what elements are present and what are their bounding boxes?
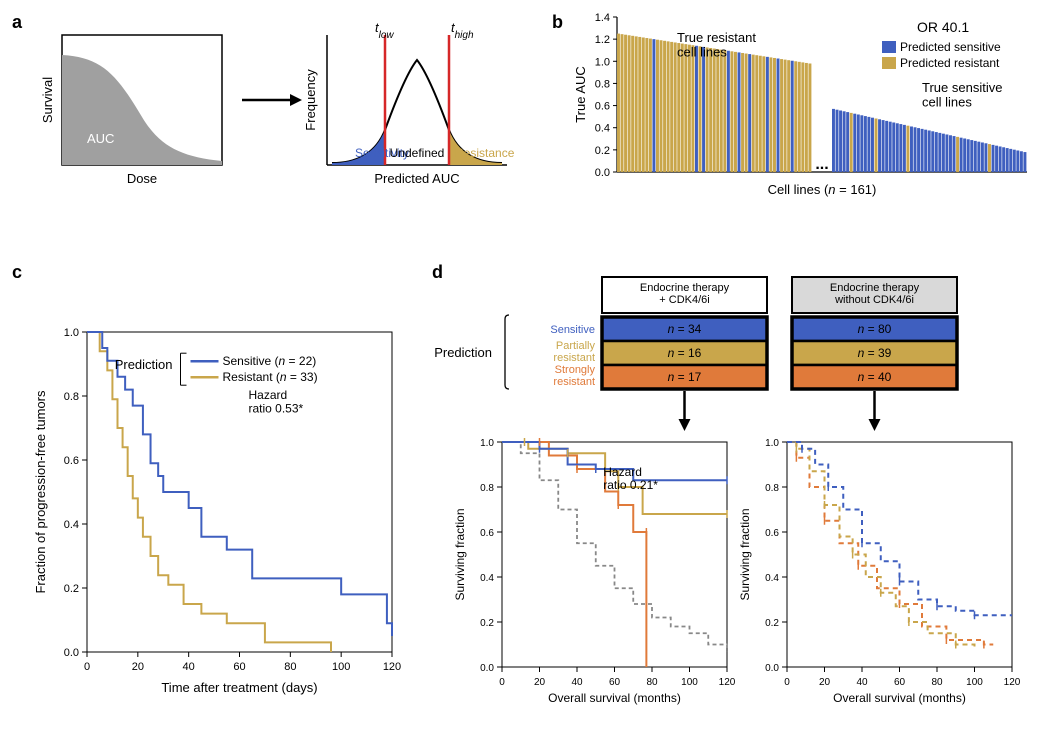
svg-text:Prediction: Prediction — [115, 357, 173, 372]
svg-text:0.6: 0.6 — [765, 528, 779, 539]
svg-text:n = 34: n = 34 — [668, 322, 702, 336]
svg-text:Cell lines (n = 161): Cell lines (n = 161) — [768, 182, 877, 197]
svg-text:True resistantcell lines: True resistantcell lines — [677, 30, 756, 59]
svg-text:Predicted sensitive: Predicted sensitive — [900, 40, 1001, 54]
svg-text:0.2: 0.2 — [480, 618, 494, 629]
svg-text:...: ... — [815, 156, 828, 173]
svg-text:0.6: 0.6 — [480, 528, 494, 539]
svg-text:100: 100 — [681, 677, 698, 688]
svg-text:80: 80 — [284, 661, 296, 673]
svg-text:1.0: 1.0 — [595, 56, 610, 68]
panel-c: 0 20 40 60 80 100 120 0.0 0.2 0.4 0.6 0.8 1.0 Time af… — [32, 322, 402, 702]
svg-text:0: 0 — [499, 677, 505, 688]
svg-text:Surviving fraction: Surviving fraction — [738, 508, 752, 600]
svg-text:80: 80 — [646, 677, 658, 688]
svg-text:1.2: 1.2 — [595, 34, 610, 46]
svg-text:60: 60 — [233, 661, 245, 673]
svg-text:0.2: 0.2 — [765, 618, 779, 629]
svg-text:0.8: 0.8 — [480, 483, 494, 494]
svg-text:Resistant (n = 33): Resistant (n = 33) — [223, 370, 318, 384]
svg-text:Prediction: Prediction — [434, 345, 492, 360]
svg-text:0.8: 0.8 — [595, 78, 610, 90]
svg-text:0.8: 0.8 — [64, 391, 79, 403]
svg-text:0.0: 0.0 — [765, 663, 779, 674]
svg-text:120: 120 — [1004, 677, 1021, 688]
svg-text:20: 20 — [534, 677, 546, 688]
svg-text:0.0: 0.0 — [64, 647, 79, 659]
svg-text:0.6: 0.6 — [64, 455, 79, 467]
svg-text:n = 17: n = 17 — [668, 370, 702, 384]
svg-text:80: 80 — [931, 677, 943, 688]
svg-text:n = 40: n = 40 — [858, 370, 892, 384]
svg-text:60: 60 — [609, 677, 621, 688]
t-low: tlow — [375, 20, 394, 41]
a-right-ylabel: Frequency — [303, 69, 318, 131]
svg-text:n = 16: n = 16 — [668, 346, 702, 360]
svg-text:Fraction of progression-free t: Fraction of progression-free tumors — [33, 390, 48, 594]
svg-text:0.8: 0.8 — [765, 483, 779, 494]
a-left-xlabel: Dose — [127, 171, 157, 186]
res-text: Resistance — [455, 146, 515, 160]
svg-text:Sensitive: Sensitive — [550, 324, 595, 336]
svg-text:Surviving fraction: Surviving fraction — [453, 508, 467, 600]
svg-text:Time after treatment (days): Time after treatment (days) — [161, 680, 317, 695]
svg-text:n = 80: n = 80 — [858, 322, 892, 336]
a-left-ylabel: Survival — [42, 77, 55, 123]
panel-a-label: a — [12, 12, 22, 33]
svg-text:40: 40 — [571, 677, 583, 688]
svg-text:0.4: 0.4 — [64, 519, 79, 531]
panel-a: Survival Dose AUC — [42, 20, 522, 205]
svg-text:1.0: 1.0 — [765, 438, 779, 449]
svg-text:0.4: 0.4 — [595, 123, 610, 135]
panel-c-label: c — [12, 262, 22, 283]
svg-text:Sensitive (n = 22): Sensitive (n = 22) — [223, 354, 317, 368]
svg-text:OR 40.1: OR 40.1 — [917, 19, 969, 35]
t-high: thigh — [451, 20, 474, 41]
svg-text:True AUC: True AUC — [573, 66, 588, 123]
svg-text:120: 120 — [383, 661, 401, 673]
svg-text:Partiallyresistant: Partiallyresistant — [553, 340, 595, 364]
svg-text:0.2: 0.2 — [595, 145, 610, 157]
svg-text:True sensitivecell lines: True sensitivecell lines — [922, 80, 1002, 109]
svg-text:0.0: 0.0 — [480, 663, 494, 674]
svg-text:0: 0 — [784, 677, 790, 688]
svg-text:Overall survival (months): Overall survival (months) — [833, 691, 966, 705]
svg-text:100: 100 — [332, 661, 350, 673]
undef-text: Undefined — [390, 146, 445, 160]
svg-text:Endocrine therapywithout CDK4/: Endocrine therapywithout CDK4/6i — [830, 282, 920, 306]
svg-text:120: 120 — [719, 677, 736, 688]
svg-text:0.4: 0.4 — [765, 573, 779, 584]
svg-text:Predicted resistant: Predicted resistant — [900, 56, 1000, 70]
svg-text:0.0: 0.0 — [595, 167, 610, 179]
svg-text:n = 39: n = 39 — [858, 346, 892, 360]
figure-root: a Survival Dose AUC — [12, 12, 1038, 718]
svg-text:Hazardratio 0.53*: Hazardratio 0.53* — [249, 388, 304, 415]
svg-text:0.4: 0.4 — [480, 573, 494, 584]
panel-d: Endocrine therapy+ CDK4/6iEndocrine ther… — [432, 267, 1032, 712]
svg-text:0: 0 — [84, 661, 90, 673]
svg-text:1.4: 1.4 — [595, 12, 610, 24]
svg-text:40: 40 — [183, 661, 195, 673]
svg-text:40: 40 — [856, 677, 868, 688]
svg-text:20: 20 — [819, 677, 831, 688]
svg-text:0.2: 0.2 — [64, 583, 79, 595]
svg-text:Stronglyresistant: Stronglyresistant — [553, 364, 595, 388]
a-right-xlabel: Predicted AUC — [374, 171, 459, 186]
svg-text:20: 20 — [132, 661, 144, 673]
svg-text:1.0: 1.0 — [64, 327, 79, 339]
svg-text:Hazardratio 0.21*: Hazardratio 0.21* — [603, 465, 658, 492]
svg-text:60: 60 — [894, 677, 906, 688]
svg-text:100: 100 — [966, 677, 983, 688]
panel-b: 0.0 0.2 0.4 0.6 0.8 1.0 1.2 1.4... True AUC Cell … — [572, 12, 1032, 212]
svg-text:Overall survival (months): Overall survival (months) — [548, 691, 681, 705]
svg-text:1.0: 1.0 — [480, 438, 494, 449]
panel-b-label: b — [552, 12, 563, 33]
auc-text: AUC — [87, 131, 114, 146]
svg-text:0.6: 0.6 — [595, 101, 610, 113]
